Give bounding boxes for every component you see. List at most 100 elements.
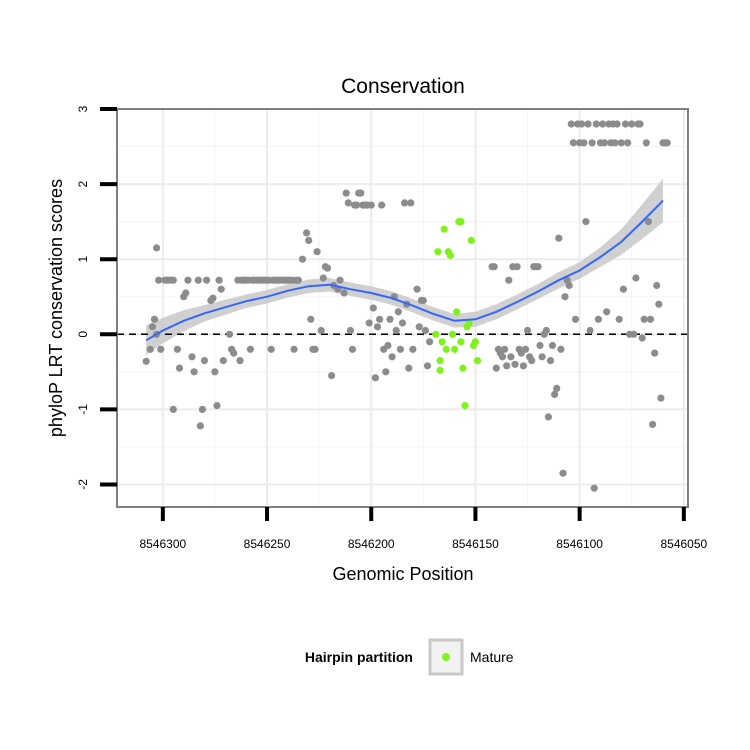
- data-point: [142, 357, 150, 365]
- data-point: [311, 345, 319, 353]
- data-point: [663, 139, 671, 147]
- data-point: [636, 120, 644, 128]
- y-tick-label: 2: [76, 180, 90, 187]
- data-point: [553, 384, 561, 392]
- y-axis: -2 -1 0 1 2 3: [76, 105, 117, 490]
- data-point: [571, 315, 580, 323]
- data-point-mature: [461, 402, 469, 410]
- chart-title: Conservation: [341, 75, 465, 98]
- data-point: [307, 315, 315, 323]
- data-point: [534, 263, 542, 271]
- data-point: [225, 330, 234, 338]
- data-point: [148, 323, 156, 331]
- y-tick-label: -1: [76, 404, 90, 415]
- data-point: [298, 255, 307, 263]
- data-point: [542, 326, 550, 335]
- data-point: [421, 326, 429, 335]
- data-point: [190, 368, 198, 376]
- data-point: [655, 300, 663, 308]
- data-point: [624, 139, 632, 147]
- data-point: [405, 364, 413, 372]
- data-point-mature: [432, 330, 440, 338]
- data-point: [175, 364, 184, 372]
- data-point: [501, 345, 509, 353]
- data-point: [584, 120, 592, 128]
- data-point: [498, 353, 507, 361]
- data-point: [388, 353, 396, 361]
- data-point: [200, 357, 209, 365]
- data-point: [613, 120, 621, 128]
- data-point: [513, 263, 521, 271]
- data-point: [157, 345, 165, 353]
- data-point: [194, 276, 202, 284]
- x-tick-label: 8546300: [139, 537, 186, 551]
- data-point: [203, 276, 211, 284]
- data-point: [544, 413, 553, 421]
- data-point: [173, 345, 181, 353]
- data-point: [632, 274, 640, 282]
- data-point: [153, 244, 161, 252]
- points-layer: [142, 120, 671, 492]
- data-point: [369, 304, 377, 312]
- data-point: [217, 285, 225, 293]
- data-point: [523, 326, 532, 335]
- data-point: [521, 345, 530, 353]
- data-point: [426, 338, 434, 346]
- data-point: [651, 349, 659, 357]
- data-point: [423, 362, 432, 370]
- data-point: [621, 120, 630, 128]
- data-point: [538, 353, 546, 361]
- data-point: [640, 315, 648, 323]
- data-point: [246, 345, 254, 353]
- data-point: [365, 319, 373, 327]
- data-point: [588, 139, 596, 147]
- panel-border: [116, 108, 689, 508]
- y-tick-label: 1: [76, 256, 90, 263]
- data-point: [555, 234, 563, 242]
- data-point: [386, 315, 394, 323]
- data-point: [313, 248, 321, 256]
- data-point: [628, 120, 636, 128]
- data-point: [569, 139, 578, 147]
- y-tick-label: 0: [76, 331, 90, 338]
- data-point: [413, 285, 421, 293]
- x-tick-label: 8546200: [348, 537, 395, 551]
- data-point: [644, 218, 653, 226]
- data-point: [346, 326, 354, 335]
- data-point: [586, 326, 594, 335]
- data-point: [323, 264, 332, 272]
- data-point: [649, 420, 657, 428]
- data-point: [567, 120, 575, 128]
- data-point: [551, 390, 559, 398]
- data-point: [378, 201, 386, 209]
- data-point: [317, 326, 325, 335]
- data-point: [344, 199, 352, 207]
- legend-title: Hairpin partition: [305, 649, 413, 665]
- data-point: [492, 364, 500, 372]
- data-point: [328, 372, 336, 380]
- data-point-mature: [457, 218, 465, 226]
- y-axis-title: phyloP LRT conservation scores: [46, 179, 66, 437]
- data-point: [392, 326, 400, 335]
- data-point: [599, 120, 607, 128]
- data-point: [611, 139, 619, 147]
- data-point: [528, 357, 536, 365]
- x-axis: 8546300 8546250 8546200 8546150 8546100 85460…: [139, 507, 708, 551]
- legend: Hairpin partition Mature: [305, 638, 514, 676]
- data-point-mature: [448, 330, 457, 338]
- data-point: [580, 139, 588, 147]
- data-point: [657, 394, 665, 402]
- data-point: [646, 315, 655, 323]
- data-point-mature: [451, 345, 459, 353]
- data-point: [336, 276, 344, 284]
- data-point: [209, 294, 217, 302]
- legend-key-mature: [442, 653, 450, 661]
- smooth-line: [145, 199, 664, 342]
- data-point: [503, 362, 511, 370]
- x-tick-label: 8546050: [660, 537, 707, 551]
- data-point-mature: [440, 225, 448, 233]
- data-point: [507, 353, 515, 361]
- data-point: [294, 276, 302, 284]
- data-point: [305, 236, 313, 244]
